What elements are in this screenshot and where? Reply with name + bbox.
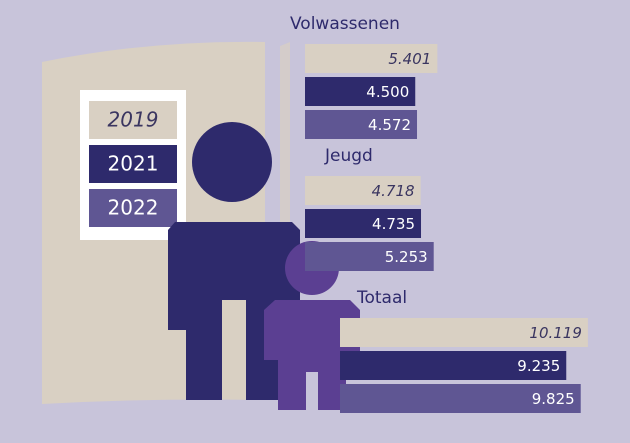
page: 2019 2021 2022 Volwassenen 5.401 4.500 4.572 J… <box>0 0 630 443</box>
category-label: Volwassenen <box>290 14 400 34</box>
value-label: 4.735 <box>372 215 415 233</box>
value-label: 9.235 <box>517 357 560 375</box>
value-label: 4.572 <box>368 116 411 134</box>
category-label: Totaal <box>356 288 407 308</box>
legend-label: 2019 <box>108 108 159 132</box>
value-label: 9.825 <box>532 390 575 408</box>
value-label: 4.718 <box>372 182 415 200</box>
legend: 2019 2021 2022 <box>80 90 186 240</box>
chart: 2019 2021 2022 Volwassenen 5.401 4.500 4.572 J… <box>0 0 630 443</box>
value-label: 10.119 <box>529 324 582 342</box>
legend-label: 2022 <box>108 196 159 220</box>
value-label: 5.401 <box>388 50 431 68</box>
value-label: 4.500 <box>366 83 409 101</box>
category-label: Jeugd <box>324 146 373 166</box>
value-label: 5.253 <box>385 248 428 266</box>
adult-head <box>192 122 272 202</box>
legend-label: 2021 <box>108 152 159 176</box>
